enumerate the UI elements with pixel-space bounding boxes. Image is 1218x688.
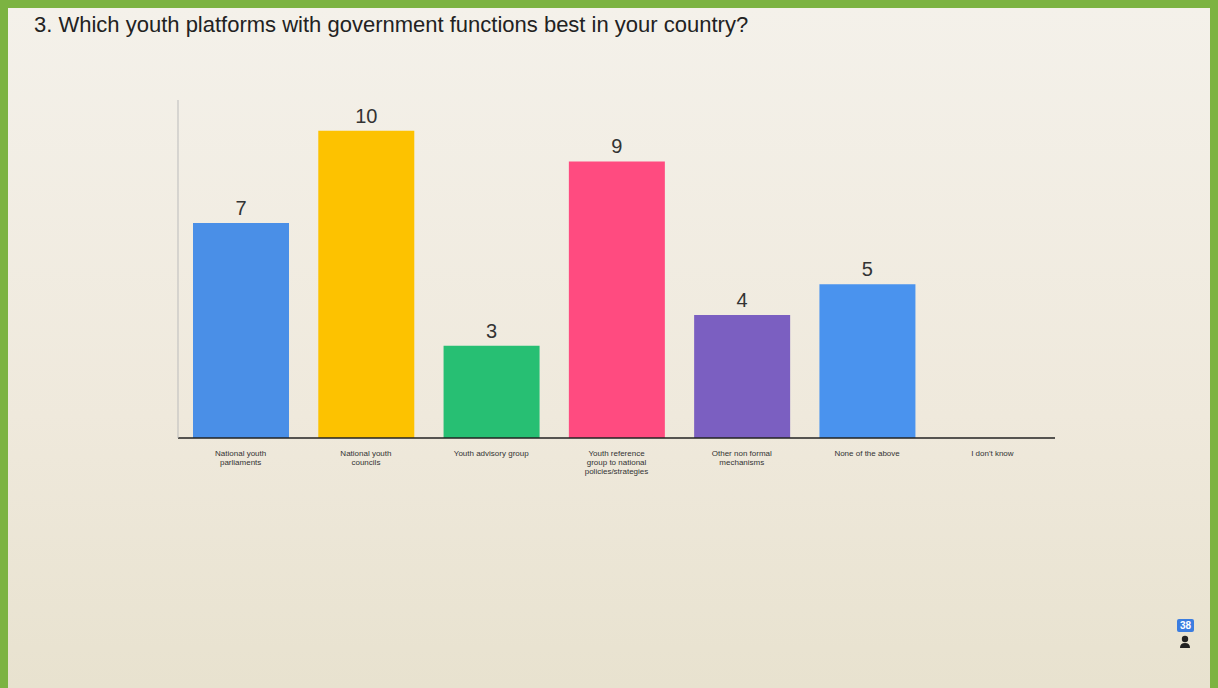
- svg-text:5: 5: [862, 258, 873, 280]
- svg-text:Youth advisory group: Youth advisory group: [454, 449, 529, 458]
- svg-text:None of the above: None of the above: [834, 449, 900, 458]
- svg-text:National youthcouncils: National youthcouncils: [340, 449, 391, 467]
- svg-text:3: 3: [486, 320, 497, 342]
- svg-text:I don't know: I don't know: [971, 449, 1014, 458]
- svg-text:National youthparliaments: National youthparliaments: [215, 449, 266, 467]
- svg-text:10: 10: [355, 105, 377, 127]
- html-text:3. Which youth platforms with: 3. Which youth platforms with government…: [34, 12, 749, 37]
- svg-text:4: 4: [737, 289, 748, 311]
- svg-text:9: 9: [611, 135, 622, 157]
- svg-text:Youth referencegroup to nation: Youth referencegroup to nationalpolicies…: [585, 449, 649, 476]
- html-text:38: 38: [1179, 620, 1191, 631]
- svg-text:7: 7: [235, 197, 246, 219]
- svg-text:Other non formalmechanisms: Other non formalmechanisms: [712, 449, 772, 467]
